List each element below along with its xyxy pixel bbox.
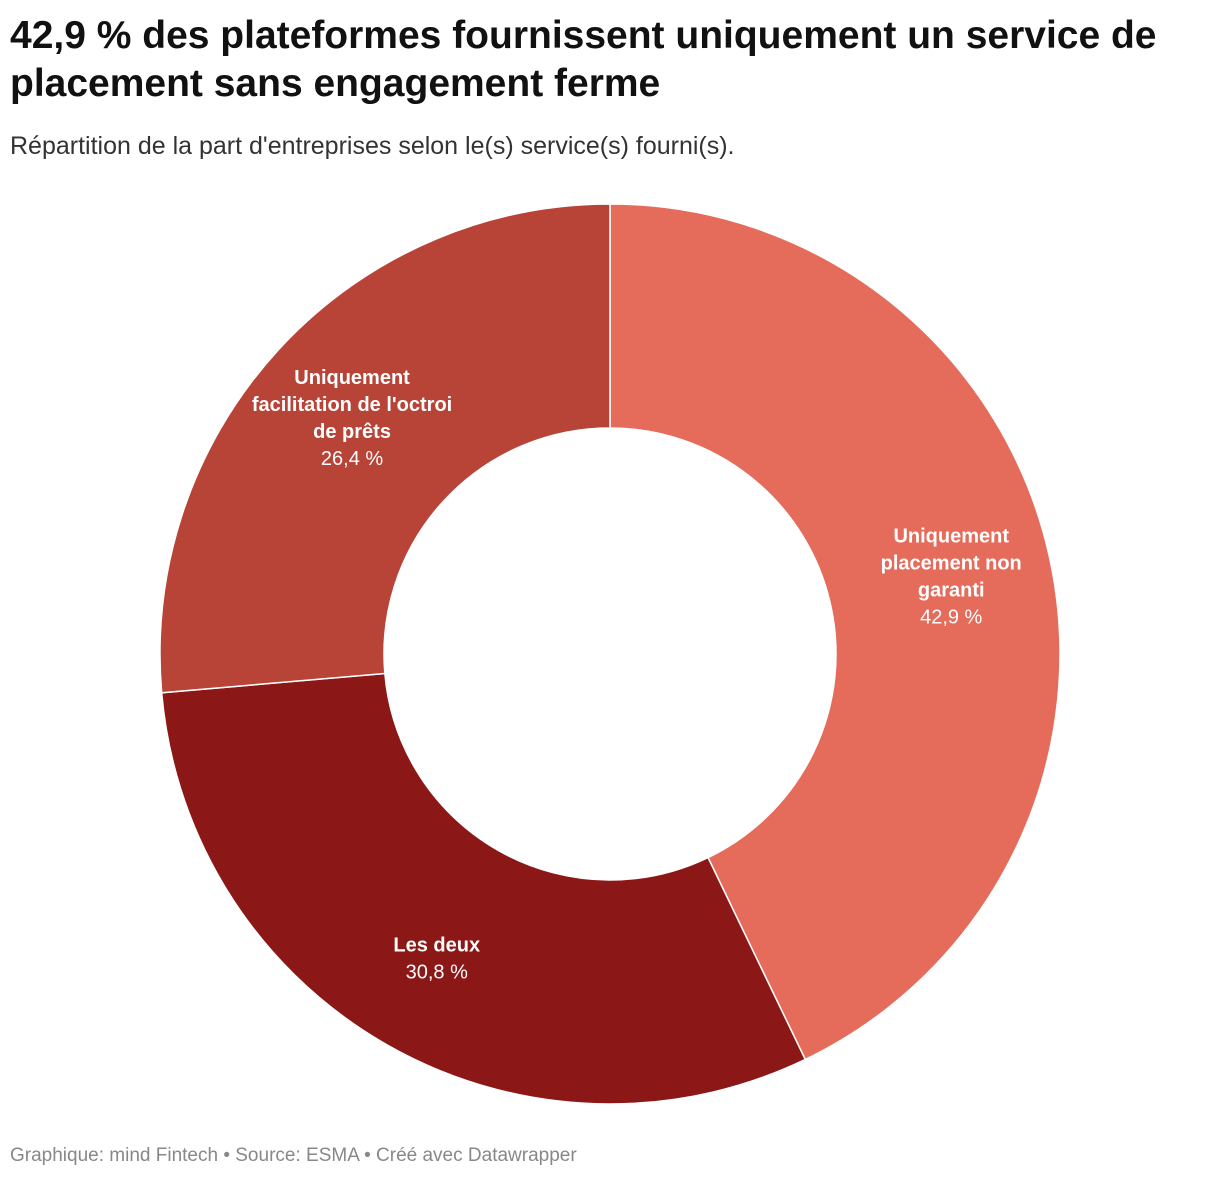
slice-value-label: 26,4 % [321,448,383,470]
slice-name-line: Les deux [393,935,480,957]
slice-name-line: facilitation de l'octroi [252,394,452,416]
slice-name-line: Uniquement [893,526,1009,548]
chart-subtitle: Répartition de la part d'entreprises sel… [10,132,735,160]
donut-chart: Uniquement placement non garanti 42,9 % Les … [0,190,1220,1120]
slice-name-line: garanti [918,580,985,602]
slice-label-les-deux: Les deux 30,8 % [393,935,480,984]
slice-les-deux [160,672,807,1105]
slice-uniquement-placement-non-garanti [609,203,1061,1061]
slice-label-uniquement-placement-non-garanti: Uniquement placement non garanti 42,9 % [881,526,1022,629]
slice-name-line: placement non [881,553,1022,575]
slice-uniquement-facilitation-de-l-octroi-de-prets [159,203,611,694]
slice-label-uniquement-facilitation-de-l-octroi-de-prets: Uniquement facilitation de l'octroi de prê… [252,367,452,470]
donut-slices [159,203,1061,1105]
slice-name-line: Uniquement [294,367,410,389]
slice-value-label: 42,9 % [920,607,982,629]
chart-footer-credit: Graphique: mind Fintech • Source: ESMA •… [10,1145,577,1166]
donut-chart-svg: Uniquement placement non garanti 42,9 % Les … [159,203,1061,1105]
slice-value-label: 30,8 % [406,962,468,984]
chart-title: 42,9 % des plateformes fournissent uniqu… [10,14,1157,105]
slice-name-line: de prêts [313,421,391,443]
donut-labels: Uniquement placement non garanti 42,9 % Les … [252,367,1022,984]
